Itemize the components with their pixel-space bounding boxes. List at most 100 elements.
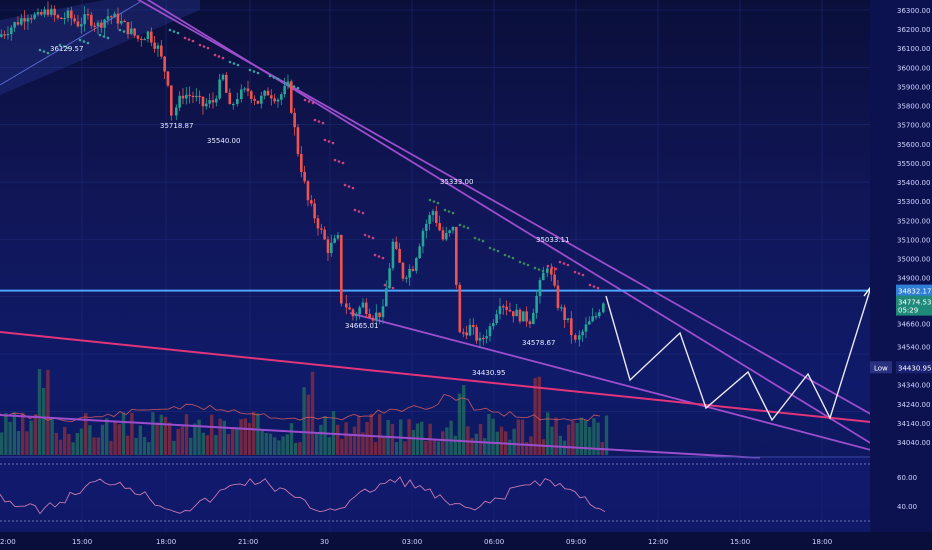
volume-bar bbox=[499, 426, 504, 455]
sar-dot bbox=[198, 43, 202, 47]
sar-dot bbox=[436, 201, 440, 205]
volume-bar bbox=[340, 438, 344, 455]
upper-trendline-2 bbox=[146, 0, 891, 456]
candle-body bbox=[588, 321, 591, 325]
candle-body bbox=[73, 18, 76, 22]
volume-bar bbox=[214, 435, 218, 455]
price-tick-label: 34660.00 bbox=[897, 320, 930, 328]
time-axis[interactable]: 2:00 15:00 18:00 21:00 30 03:00 06:00 09:00 12:0… bbox=[0, 532, 932, 550]
candle-body bbox=[250, 91, 253, 99]
time-tick-label: 21:00 bbox=[238, 538, 258, 546]
sar-dot bbox=[78, 38, 82, 42]
volume-bar bbox=[285, 434, 289, 455]
candle-body bbox=[401, 262, 405, 279]
sar-dot bbox=[488, 246, 492, 250]
price-annotation: 35033.11 bbox=[536, 236, 569, 244]
volume-bar bbox=[147, 442, 151, 455]
candle-body bbox=[448, 230, 451, 233]
price-tick-label: 34900.00 bbox=[897, 275, 930, 283]
candle-body bbox=[70, 10, 73, 19]
candle-body bbox=[240, 89, 243, 100]
sar-dot bbox=[353, 208, 357, 212]
volume-bar bbox=[84, 413, 88, 455]
time-tick-label: 12:00 bbox=[648, 538, 668, 546]
projection-line bbox=[605, 289, 871, 422]
sar-dot bbox=[86, 41, 90, 45]
price-annotations: 36129.57 35718.87 35540.00 35333.00 35033.11… bbox=[50, 45, 569, 377]
sar-dot bbox=[183, 36, 187, 40]
candle-body bbox=[181, 95, 185, 99]
candle-body bbox=[290, 81, 293, 113]
candle-body bbox=[438, 223, 441, 231]
sar-dot bbox=[307, 100, 311, 103]
candle-body bbox=[166, 71, 170, 86]
volume-bar bbox=[567, 424, 571, 455]
candle-body bbox=[553, 274, 556, 286]
volume-bar bbox=[92, 437, 96, 455]
price-axis[interactable]: 36300.00 36200.00 36100.00 36000.00 35900.00… bbox=[870, 0, 932, 550]
candle-body bbox=[256, 100, 260, 104]
sar-dot bbox=[66, 46, 70, 50]
volume-bar bbox=[197, 419, 201, 455]
candle-body bbox=[46, 9, 50, 15]
volume-bar bbox=[579, 417, 583, 455]
candle-body bbox=[20, 18, 23, 25]
price-tick-label: 35700.00 bbox=[897, 122, 930, 130]
volume-bar bbox=[441, 431, 445, 455]
volume-bar bbox=[424, 440, 428, 455]
candle-body bbox=[293, 112, 296, 128]
candle-body bbox=[418, 246, 421, 259]
volume-bar bbox=[193, 423, 197, 455]
candle-body bbox=[100, 22, 103, 28]
volume-bar bbox=[63, 426, 67, 455]
candle-body bbox=[395, 241, 398, 249]
candle-body bbox=[594, 316, 598, 318]
candle-body bbox=[198, 95, 201, 98]
candle-body bbox=[208, 100, 211, 104]
sar-dot bbox=[321, 121, 325, 125]
volume-bar bbox=[390, 423, 394, 455]
volume-bar bbox=[226, 434, 231, 455]
price-tick-label: 34340.00 bbox=[897, 382, 930, 390]
sar-dot bbox=[268, 74, 272, 78]
candle-body bbox=[468, 325, 472, 336]
time-tick-label: 15:00 bbox=[730, 538, 750, 546]
volume-bar bbox=[508, 439, 512, 455]
volume-bar bbox=[100, 424, 105, 455]
candle-body bbox=[103, 19, 106, 28]
volume-bar bbox=[449, 420, 453, 455]
volume-bar bbox=[487, 414, 491, 455]
sar-dot bbox=[62, 45, 66, 48]
sar-dot bbox=[313, 118, 317, 122]
volume-bar bbox=[54, 432, 58, 455]
candle-body bbox=[133, 28, 136, 36]
sar-dot bbox=[347, 185, 351, 188]
volume-bar bbox=[533, 377, 537, 455]
oscillator-background bbox=[0, 458, 870, 532]
low-marker-tag bbox=[870, 361, 892, 374]
volume-bar bbox=[571, 420, 575, 455]
sar-dot bbox=[323, 138, 327, 142]
sar-dot bbox=[106, 36, 110, 40]
candle-body bbox=[60, 17, 63, 20]
candle-body bbox=[398, 248, 401, 263]
volume-bar bbox=[336, 424, 340, 455]
candle-body bbox=[385, 288, 388, 307]
sar-dot bbox=[343, 183, 347, 187]
sar-dot bbox=[98, 33, 102, 37]
candle-body bbox=[276, 99, 280, 102]
volume-bar bbox=[588, 427, 592, 455]
candle-body bbox=[336, 234, 340, 239]
sar-dot bbox=[443, 208, 447, 212]
sar-dot bbox=[581, 273, 585, 277]
candle-body bbox=[458, 284, 462, 333]
volume-bar bbox=[8, 421, 12, 455]
sar-dot bbox=[333, 158, 337, 162]
volume-bar bbox=[50, 417, 54, 455]
candle-body bbox=[221, 74, 225, 80]
candle-body bbox=[602, 303, 605, 313]
candle-body bbox=[283, 85, 286, 95]
price-annotation: 34578.67 bbox=[522, 339, 555, 347]
candle-body bbox=[348, 307, 351, 310]
